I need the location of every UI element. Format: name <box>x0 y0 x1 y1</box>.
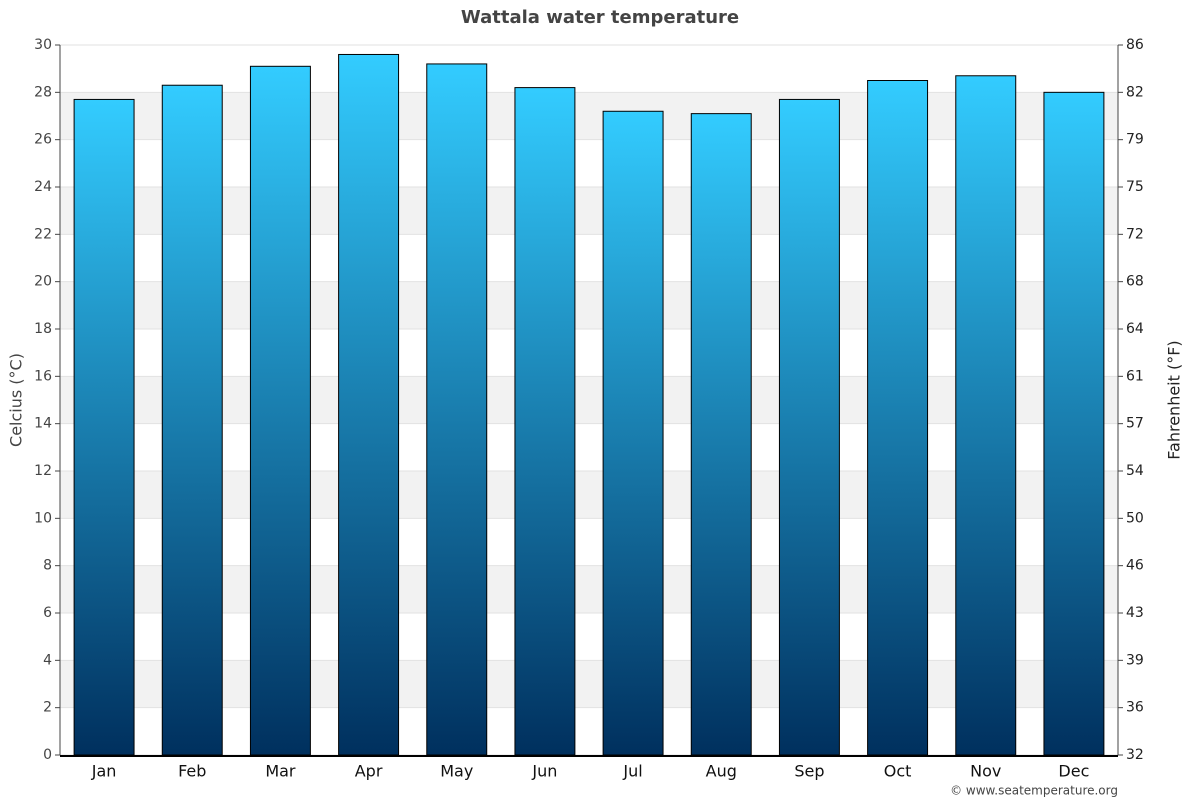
y2-tick-label: 57 <box>1126 416 1144 432</box>
y-tick-label: 26 <box>34 132 52 148</box>
y-tick-label: 14 <box>34 416 52 432</box>
y-tick-label: 22 <box>34 226 52 242</box>
grid-band <box>60 660 1118 708</box>
credit: © www.seatemperature.org <box>950 784 1118 798</box>
grid-band <box>60 565 1118 613</box>
x-tick-label: Apr <box>355 762 383 781</box>
x-tick-label: Jan <box>91 762 117 781</box>
bar <box>1043 91 1105 756</box>
y-tick-label: 28 <box>34 84 52 100</box>
y2-tick-label: 79 <box>1126 132 1144 148</box>
y2-tick-label: 75 <box>1126 179 1144 195</box>
x-tick-label: Jul <box>622 762 642 781</box>
y-tick-label: 24 <box>34 179 52 195</box>
y-axis-label: Celcius (°C) <box>7 353 26 447</box>
y-tick-label: 8 <box>43 558 52 574</box>
y2-tick-label: 43 <box>1126 605 1144 621</box>
grid-band <box>60 471 1118 519</box>
bar <box>867 80 929 756</box>
x-tick-label: Dec <box>1058 762 1089 781</box>
x-tick-label: Mar <box>265 762 296 781</box>
x-tick-label: May <box>440 762 473 781</box>
y2-tick-label: 64 <box>1126 321 1144 337</box>
bar <box>161 84 223 756</box>
y2-tick-label: 50 <box>1126 510 1144 526</box>
y-tick-label: 6 <box>43 605 52 621</box>
y2-tick-label: 61 <box>1126 368 1144 384</box>
y-tick-label: 12 <box>34 463 52 479</box>
y-tick-label: 18 <box>34 321 52 337</box>
y2-axis-label: Fahrenheit (°F) <box>1165 340 1184 459</box>
y2-tick-label: 32 <box>1126 747 1144 763</box>
y-tick-label: 10 <box>34 510 52 526</box>
grid-band <box>60 187 1118 235</box>
x-tick-label: Jun <box>531 762 557 781</box>
x-tick-label: Nov <box>970 762 1001 781</box>
y-tick-label: 30 <box>34 37 52 53</box>
grid-band <box>60 281 1118 329</box>
y2-tick-label: 68 <box>1126 274 1144 290</box>
y2-tick-label: 36 <box>1126 700 1144 716</box>
bar <box>778 98 840 756</box>
y2-tick-label: 86 <box>1126 37 1144 53</box>
bar <box>338 53 400 756</box>
y-tick-label: 0 <box>43 747 52 763</box>
bar <box>426 63 488 756</box>
y2-tick-label: 46 <box>1126 558 1144 574</box>
y-tick-label: 16 <box>34 368 52 384</box>
chart-title: Wattala water temperature <box>461 7 739 28</box>
x-tick-label: Oct <box>884 762 912 781</box>
bar <box>514 87 576 756</box>
y2-tick-label: 82 <box>1126 84 1144 100</box>
bar <box>955 75 1017 756</box>
x-tick-label: Aug <box>706 762 737 781</box>
x-tick-label: Feb <box>178 762 206 781</box>
x-tick-label: Sep <box>794 762 824 781</box>
y2-tick-label: 72 <box>1126 226 1144 242</box>
bar <box>690 113 752 756</box>
bar <box>73 98 135 756</box>
y-tick-label: 4 <box>43 652 52 668</box>
bar <box>249 65 311 756</box>
y2-tick-label: 39 <box>1126 652 1144 668</box>
y-tick-label: 2 <box>43 700 52 716</box>
bar <box>602 110 664 756</box>
y-tick-label: 20 <box>34 274 52 290</box>
grid-band <box>60 92 1118 140</box>
y2-tick-label: 54 <box>1126 463 1144 479</box>
grid-band <box>60 376 1118 424</box>
